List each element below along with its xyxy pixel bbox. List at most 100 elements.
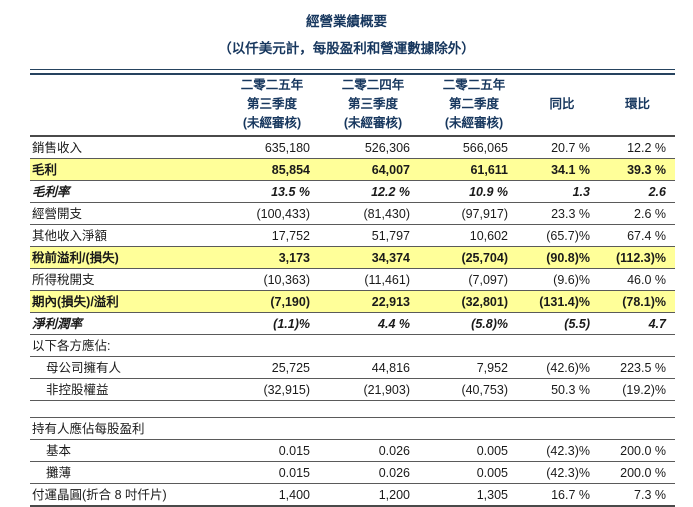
cell-value: (32,801) bbox=[461, 294, 508, 309]
table-row-operating-expenses: 經營開支 (100,433) (81,430) (97,917) 23.3 % … bbox=[30, 203, 675, 225]
cell-value: (97,917) bbox=[461, 206, 508, 221]
cell-value: 4.4 % bbox=[378, 316, 410, 331]
cell-value: (25,704) bbox=[461, 250, 508, 265]
cell-value: (42.3)% bbox=[546, 465, 590, 480]
table-row-eps-diluted: 攤薄 0.015 0.026 0.005 (42.3)% 200.0 % bbox=[30, 462, 675, 484]
table-header-row: 二零二五年 第三季度 (未經審核) 二零二四年 第三季度 (未經審核) 二零二五… bbox=[30, 75, 675, 137]
cell-value: 10.9 % bbox=[469, 184, 508, 199]
cell-value: 22,913 bbox=[371, 294, 410, 309]
cell-value: 200.0 % bbox=[620, 443, 666, 458]
table-row-other-income: 其他收入淨額 17,752 51,797 10,602 (65.7)% 67.4… bbox=[30, 225, 675, 247]
table-row-parent-owners: 母公司擁有人 25,725 44,816 7,952 (42.6)% 223.5… bbox=[30, 357, 675, 379]
cell-value: 4.7 bbox=[648, 316, 666, 331]
cell-value: 200.0 % bbox=[620, 465, 666, 480]
table-row-income-tax: 所得稅開支 (10,363) (11,461) (7,097) (9.6)% 4… bbox=[30, 269, 675, 291]
cell-value: 46.0 % bbox=[627, 272, 666, 287]
cell-value: (1.1)% bbox=[273, 316, 310, 331]
report-page: 經營業績概要 （以仟美元計，每股盈利和營運數據除外） 二零二五年 第三季度 (未… bbox=[30, 14, 675, 507]
cell-value: (42.3)% bbox=[546, 443, 590, 458]
row-label: 攤薄 bbox=[46, 465, 72, 480]
row-label: 所得稅開支 bbox=[32, 272, 95, 287]
cell-value: (21,903) bbox=[363, 382, 410, 397]
cell-value: 0.005 bbox=[476, 465, 508, 480]
cell-value: (9.6)% bbox=[553, 272, 590, 287]
cell-value: (7,097) bbox=[468, 272, 508, 287]
cell-value: 0.026 bbox=[378, 465, 410, 480]
cell-value: 34.1 % bbox=[551, 162, 590, 177]
column-header-2025-q3: 二零二五年 第三季度 (未經審核) bbox=[240, 78, 304, 130]
cell-value: (32,915) bbox=[263, 382, 310, 397]
row-label: 銷售收入 bbox=[32, 140, 83, 155]
table-row-gross-profit: 毛利 85,854 64,007 61,611 34.1 % 39.3 % bbox=[30, 159, 675, 181]
column-header-2024-q3: 二零二四年 第三季度 (未經審核) bbox=[341, 78, 405, 130]
cell-value: 1,400 bbox=[278, 487, 310, 502]
cell-value: 7.3 % bbox=[634, 487, 666, 502]
cell-value: 0.015 bbox=[278, 465, 310, 480]
row-label: 毛利 bbox=[32, 162, 58, 177]
cell-value: (81,430) bbox=[363, 206, 410, 221]
table-row-eps-section: 持有人應佔每股盈利 bbox=[30, 417, 675, 440]
cell-value: 0.015 bbox=[278, 443, 310, 458]
row-label: 非控股權益 bbox=[46, 382, 109, 397]
cell-value: 0.026 bbox=[378, 443, 410, 458]
row-label: 付運晶圓(折合 8 吋仟片) bbox=[32, 487, 167, 502]
row-label: 稅前溢利/(損失) bbox=[32, 250, 119, 265]
row-label: 母公司擁有人 bbox=[46, 360, 122, 375]
cell-value: (90.8)% bbox=[546, 250, 590, 265]
cell-value: 23.3 % bbox=[551, 206, 590, 221]
table-row-period-profit: 期內(損失)/溢利 (7,190) 22,913 (32,801) (131.4… bbox=[30, 291, 675, 313]
cell-value: 566,065 bbox=[462, 140, 508, 155]
table-row-pretax-profit: 稅前溢利/(損失) 3,173 34,374 (25,704) (90.8)% … bbox=[30, 247, 675, 269]
page-subtitle: （以仟美元計，每股盈利和營運數據除外） bbox=[218, 41, 475, 56]
cell-value: 7,952 bbox=[476, 360, 508, 375]
table-row-attributable-to: 以下各方應佔: bbox=[30, 335, 675, 357]
cell-value: (11,461) bbox=[364, 272, 410, 287]
table-top-rule bbox=[30, 69, 675, 75]
cell-value: 12.2 % bbox=[627, 140, 666, 155]
cell-value: 20.7 % bbox=[551, 140, 590, 155]
table-row-net-margin: 淨利潤率 (1.1)% 4.4 % (5.8)% (5.5) 4.7 bbox=[30, 313, 675, 335]
table-row-noncontrolling-interests: 非控股權益 (32,915) (21,903) (40,753) 50.3 % … bbox=[30, 379, 675, 401]
cell-value: 25,725 bbox=[271, 360, 310, 375]
section-gap bbox=[30, 401, 675, 417]
cell-value: 1,305 bbox=[476, 487, 508, 502]
cell-value: (5.8)% bbox=[471, 316, 508, 331]
cell-value: 50.3 % bbox=[551, 382, 590, 397]
cell-value: 526,306 bbox=[364, 140, 410, 155]
cell-value: 223.5 % bbox=[620, 360, 666, 375]
cell-value: 1.3 bbox=[572, 184, 590, 199]
cell-value: 61,611 bbox=[470, 162, 508, 177]
cell-value: 12.2 % bbox=[371, 184, 410, 199]
cell-value: 13.5 % bbox=[271, 184, 310, 199]
column-header-qoq: 環比 bbox=[624, 97, 650, 111]
cell-value: 16.7 % bbox=[551, 487, 590, 502]
row-label: 基本 bbox=[46, 443, 72, 458]
table-row-gross-margin: 毛利率 13.5 % 12.2 % 10.9 % 1.3 2.6 bbox=[30, 181, 675, 203]
cell-value: 67.4 % bbox=[627, 228, 666, 243]
cell-value: (5.5) bbox=[564, 316, 590, 331]
cell-value: (19.2)% bbox=[622, 382, 666, 397]
row-label: 經營開支 bbox=[32, 206, 83, 221]
cell-value: 1,200 bbox=[378, 487, 410, 502]
page-title: 經營業績概要 bbox=[306, 14, 387, 29]
cell-value: (112.3)% bbox=[615, 250, 666, 265]
cell-value: (65.7)% bbox=[546, 228, 590, 243]
cell-value: 17,752 bbox=[271, 228, 310, 243]
results-table: 二零二五年 第三季度 (未經審核) 二零二四年 第三季度 (未經審核) 二零二五… bbox=[30, 69, 675, 507]
cell-value: 44,816 bbox=[371, 360, 410, 375]
table-row-eps-basic: 基本 0.015 0.026 0.005 (42.3)% 200.0 % bbox=[30, 440, 675, 462]
cell-value: 51,797 bbox=[371, 228, 410, 243]
row-label: 以下各方應佔: bbox=[32, 338, 111, 353]
cell-value: (10,363) bbox=[263, 272, 310, 287]
cell-value: (100,433) bbox=[256, 206, 310, 221]
row-label: 持有人應佔每股盈利 bbox=[32, 421, 145, 436]
cell-value: 635,180 bbox=[264, 140, 310, 155]
cell-value: (78.1)% bbox=[622, 294, 666, 309]
cell-value: (40,753) bbox=[461, 382, 508, 397]
cell-value: 2.6 bbox=[648, 184, 666, 199]
cell-value: 2.6 % bbox=[634, 206, 666, 221]
cell-value: (131.4)% bbox=[539, 294, 590, 309]
cell-value: 34,374 bbox=[371, 250, 410, 265]
cell-value: (7,190) bbox=[270, 294, 310, 309]
cell-value: 64,007 bbox=[371, 162, 410, 177]
